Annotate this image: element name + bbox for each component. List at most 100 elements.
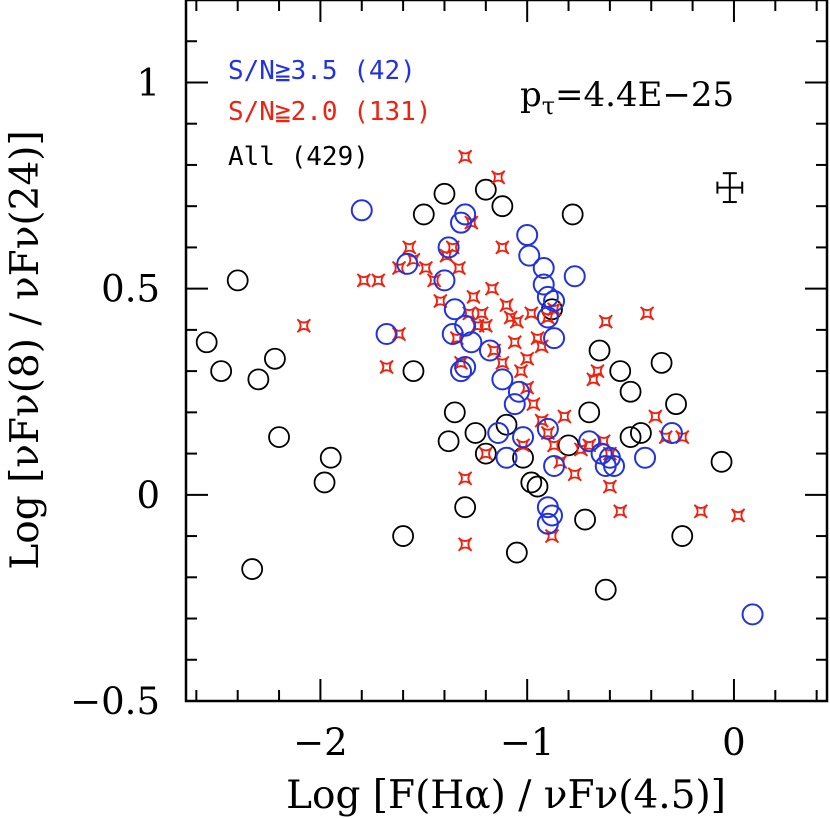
data-point-snr20 <box>613 504 628 519</box>
data-point-snr20 <box>520 351 535 366</box>
data-point-snr20 <box>730 508 746 523</box>
data-point-snr20 <box>495 240 510 255</box>
y-tick-label: 1 <box>136 61 160 104</box>
data-point-snr20 <box>553 454 568 469</box>
data-point-all <box>264 347 286 370</box>
data-point-snr35 <box>495 446 518 469</box>
data-point-all <box>313 471 336 494</box>
data-point-snr20 <box>513 363 529 379</box>
data-point-snr35 <box>543 290 566 313</box>
data-point-snr20 <box>499 297 514 313</box>
data-point-snr35 <box>603 454 626 477</box>
data-point-all <box>195 331 218 354</box>
x-axis-title: Log [F(Hα) / νFν(4.5)] <box>286 773 726 818</box>
data-point-snr35 <box>433 269 456 292</box>
data-point-snr35 <box>507 380 530 403</box>
data-point-snr20 <box>457 471 473 486</box>
y-axis-title: Log [νFν(8) / νFν(24)] <box>3 130 48 569</box>
data-point-snr20 <box>418 260 434 276</box>
data-point-snr35 <box>532 257 555 280</box>
data-point-snr20 <box>491 170 506 185</box>
data-point-snr35 <box>491 368 514 391</box>
data-point-snr35 <box>518 244 541 267</box>
data-point-snr20 <box>466 289 481 305</box>
y-tick-label: −0.5 <box>70 680 160 723</box>
data-point-snr20 <box>402 240 417 255</box>
data-point-snr20 <box>546 438 562 453</box>
data-point-snr35 <box>563 265 586 288</box>
data-point-snr35 <box>660 421 683 444</box>
data-point-snr20 <box>557 409 572 424</box>
data-point-snr35 <box>634 446 657 469</box>
data-point-snr20 <box>544 528 560 544</box>
kendall-tau-probability: pτ=4.4E−25 <box>520 75 734 120</box>
y-tick-label: 0.5 <box>101 268 160 311</box>
data-point-snr20 <box>379 359 394 375</box>
data-point-all <box>454 496 477 519</box>
data-point-all <box>505 541 528 564</box>
data-point-all <box>594 578 617 601</box>
data-point-all <box>268 426 290 448</box>
data-point-snr20 <box>451 260 467 276</box>
data-point-all <box>319 446 342 469</box>
data-point-all <box>226 269 249 292</box>
data-point-snr20 <box>426 273 442 288</box>
data-point-snr35 <box>441 323 464 346</box>
data-point-snr35 <box>450 360 473 383</box>
data-point-all <box>578 401 601 424</box>
data-point-all <box>474 442 497 465</box>
data-point-snr35 <box>443 298 466 321</box>
data-point-all <box>520 471 543 494</box>
data-point-snr20 <box>474 306 489 321</box>
annotation-subscript: τ <box>542 92 555 120</box>
data-point-snr20 <box>356 273 371 288</box>
data-point-snr20 <box>530 330 545 346</box>
data-point-all <box>210 360 233 383</box>
data-point-snr35 <box>543 327 566 350</box>
data-point-snr35 <box>478 339 501 362</box>
data-point-snr20 <box>526 396 541 412</box>
data-point-all <box>491 195 514 218</box>
data-point-all <box>437 430 460 453</box>
data-point-snr20 <box>495 355 510 371</box>
data-point-all <box>561 203 584 226</box>
data-point-all <box>630 422 652 444</box>
legend-entry-snr20: S/N≧2.0 (131) <box>228 97 432 127</box>
data-point-all <box>402 360 425 383</box>
data-point-snr35 <box>536 512 559 535</box>
data-point-all <box>412 203 435 226</box>
data-point-all <box>609 360 632 383</box>
plot-frame <box>184 0 829 703</box>
data-point-all <box>650 351 673 374</box>
data-point-snr35 <box>741 603 764 626</box>
legend-entry-snr35: S/N≧3.5 (42) <box>228 56 416 86</box>
data-point-snr35 <box>350 199 373 222</box>
data-point-snr20 <box>648 409 663 424</box>
tick-labels: −2 −1 0 −0.5 0 0.5 1 <box>70 61 746 764</box>
data-point-snr20 <box>391 326 407 342</box>
data-point-all <box>474 178 497 201</box>
data-point-snr35 <box>578 430 601 453</box>
data-point-snr35 <box>536 306 559 329</box>
annotation-prefix: p <box>520 75 542 115</box>
legend-entry-all: All (429) <box>228 142 369 172</box>
annotation-value: =4.4E−25 <box>555 75 734 115</box>
data-point-all <box>392 525 415 547</box>
legend: S/N≧3.5 (42) S/N≧2.0 (131) All (429) <box>228 56 432 172</box>
data-points <box>195 149 764 626</box>
errorbar <box>716 172 744 204</box>
data-point-snr20 <box>602 479 618 494</box>
data-point-snr20 <box>567 467 582 482</box>
data-point-snr20 <box>484 281 500 296</box>
data-point-snr35 <box>503 393 526 416</box>
data-point-all <box>526 475 549 498</box>
data-point-snr20 <box>371 273 386 288</box>
data-point-snr20 <box>457 149 473 164</box>
data-point-snr35 <box>396 252 419 275</box>
data-point-snr35 <box>454 314 477 337</box>
data-point-snr35 <box>375 323 398 346</box>
data-point-snr35 <box>454 355 477 378</box>
data-point-snr20 <box>296 318 312 333</box>
data-point-snr20 <box>478 446 493 461</box>
